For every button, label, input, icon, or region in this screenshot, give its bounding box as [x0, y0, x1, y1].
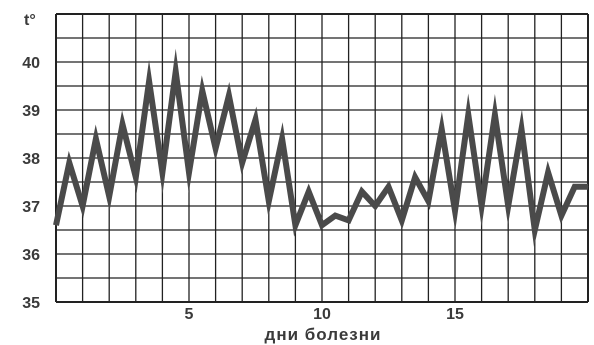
data-point	[454, 210, 456, 212]
y-unit-label: t°	[24, 12, 36, 29]
data-point	[161, 171, 163, 173]
data-point	[574, 186, 576, 188]
data-point	[348, 219, 350, 221]
data-point	[374, 205, 376, 207]
y-tick-label: 35	[22, 295, 40, 312]
y-tick-label: 38	[22, 151, 40, 168]
data-point	[82, 205, 84, 207]
data-point	[281, 138, 283, 140]
y-tick-label: 40	[22, 55, 40, 72]
data-point	[321, 224, 323, 226]
data-point	[241, 162, 243, 164]
grid	[55, 13, 589, 303]
data-point	[122, 123, 123, 125]
data-point	[268, 200, 270, 202]
data-point	[201, 90, 203, 92]
data-point	[560, 215, 562, 217]
data-point	[441, 128, 443, 130]
data-point	[135, 176, 137, 178]
data-point	[414, 176, 416, 178]
data-point	[427, 200, 429, 202]
data-point	[587, 186, 589, 188]
data-point	[521, 128, 522, 130]
labels-group: 35 36 37 38 39 40 5 10 15	[22, 55, 464, 323]
data-point	[534, 229, 536, 231]
data-point	[148, 80, 150, 82]
data-point	[294, 224, 296, 226]
data-point	[228, 95, 230, 97]
y-tick-label: 39	[22, 103, 40, 120]
x-tick-label: 5	[185, 306, 194, 323]
data-point	[334, 215, 336, 217]
x-tick-label: 10	[313, 306, 331, 323]
data-point	[95, 138, 97, 140]
x-axis-title: дни болезни	[265, 325, 382, 344]
data-point	[547, 171, 549, 173]
data-point	[55, 224, 57, 226]
data-point	[215, 147, 217, 149]
data-point	[507, 205, 509, 207]
data-point	[308, 191, 310, 193]
data-point	[467, 114, 469, 116]
data-point	[481, 205, 483, 207]
data-point	[108, 195, 110, 197]
data-point	[175, 71, 177, 73]
data-point	[401, 219, 403, 221]
data-point	[188, 171, 190, 173]
x-tick-label: 15	[446, 306, 464, 323]
series-group	[53, 48, 589, 247]
data-point	[68, 162, 70, 164]
data-point	[494, 114, 496, 116]
data-point	[361, 191, 363, 193]
y-tick-label: 37	[22, 199, 40, 216]
data-point	[388, 186, 389, 188]
data-point	[255, 119, 256, 121]
y-tick-label: 36	[22, 247, 40, 264]
